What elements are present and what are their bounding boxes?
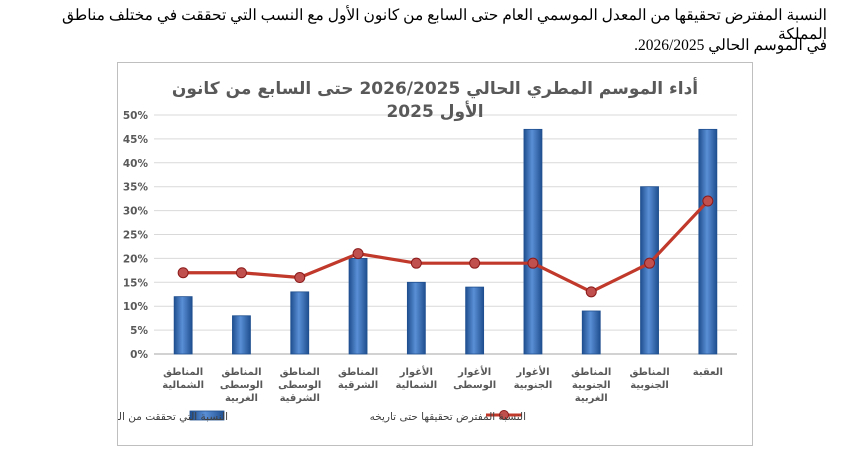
bar — [523, 128, 543, 355]
x-tick-label: المناطق الشمالية — [162, 367, 204, 391]
line-point — [235, 267, 247, 279]
bar — [698, 128, 718, 355]
line-point — [469, 257, 481, 269]
line-point — [352, 248, 364, 260]
line-point — [702, 195, 714, 207]
legend-bar-swatch — [189, 410, 225, 421]
bar — [581, 310, 601, 355]
line-series — [183, 199, 710, 294]
bar — [173, 296, 193, 355]
line-point — [177, 267, 189, 279]
chart-legend: النسبة التي تحققت من الموسم الحالي حتى ت… — [118, 410, 526, 423]
bar — [640, 186, 659, 355]
x-tick-label: العقبة — [693, 367, 723, 378]
rainfall-chart: 0% 5% 10% 15% 20% 25% 30% 35% 40% 45% 50% المناطق ال… — [118, 77, 737, 423]
line-point — [410, 257, 422, 269]
y-tick-label: 50% — [123, 110, 149, 122]
line-point — [294, 272, 306, 284]
y-tick-label: 45% — [123, 134, 149, 146]
line-point — [644, 257, 656, 269]
y-tick-label: 40% — [123, 158, 149, 170]
x-tick-label: الأغوار الجنوبية — [514, 365, 553, 391]
y-tick-label: 35% — [123, 182, 149, 194]
legend-line-marker — [499, 410, 509, 420]
bar — [406, 281, 426, 355]
y-tick-label: 30% — [123, 206, 149, 218]
paragraph-line-1: النسبة المفترض تحقيقها من المعدل الموسمي… — [61, 7, 827, 43]
bar — [348, 257, 368, 355]
x-tick-label: المناطق الجنوبية — [629, 367, 669, 391]
x-tick-label: المناطق الوسطى الشرقية — [278, 367, 321, 404]
y-tick-label: 25% — [123, 230, 149, 242]
x-tick-label: المناطق الشرقية — [338, 367, 378, 391]
chart-frame: 0% 5% 10% 15% 20% 25% 30% 35% 40% 45% 50% المناطق ال… — [117, 62, 753, 446]
line-point — [527, 257, 539, 269]
x-tick-label: الأغوار الشمالية — [395, 365, 437, 391]
paragraph-line-2: في الموسم الحالي 2026/2025. — [634, 37, 827, 54]
line-point — [585, 286, 597, 298]
legend-line-label: النسبة المفترض تحقيقها حتى تاريخه — [370, 411, 526, 423]
bar — [232, 315, 251, 355]
y-tick-label: 20% — [123, 253, 149, 265]
legend-bar-label: النسبة التي تحققت من الموسم الحالي حتى ت… — [118, 411, 228, 423]
bar — [465, 286, 485, 355]
x-tick-label: المناطق الجنوبية الغربية — [571, 367, 611, 404]
y-tick-label: 10% — [123, 301, 149, 313]
x-tick-label: المناطق الوسطى الغربية — [220, 367, 263, 404]
y-tick-label: 15% — [123, 277, 149, 289]
y-tick-label: 0% — [130, 349, 148, 361]
y-tick-label: 5% — [130, 325, 148, 337]
chart-title-line-2: الأول 2025 — [386, 101, 483, 122]
chart-title-line-1: أداء الموسم المطري الحالي 2026/2025 حتى … — [172, 77, 698, 99]
x-tick-label: الأغوار الوسطى — [453, 365, 496, 391]
bar — [290, 291, 310, 355]
